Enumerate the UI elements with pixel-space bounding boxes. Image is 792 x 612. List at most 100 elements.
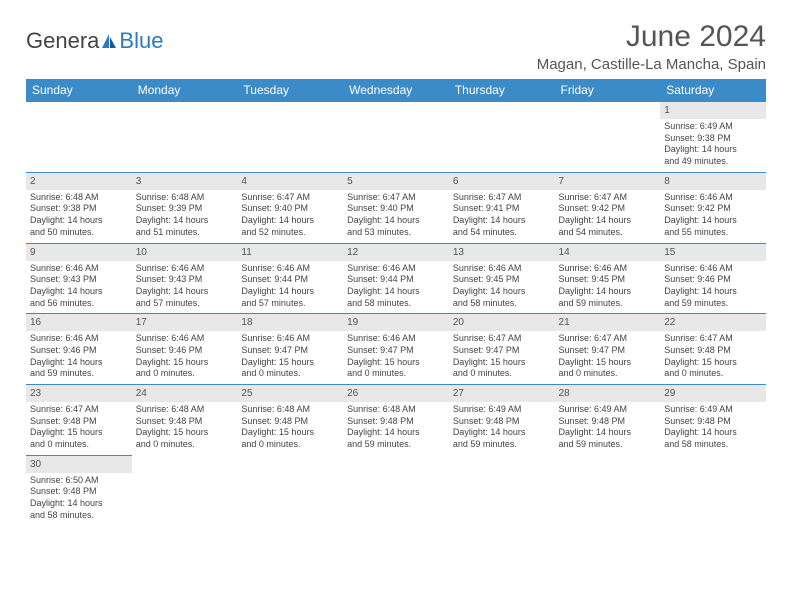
weekday-tue: Tuesday [237,79,343,102]
day-number: 14 [555,244,661,261]
day-daylight2: and 0 minutes. [347,368,445,380]
month-title: June 2024 [537,20,766,54]
day-sunset: Sunset: 9:43 PM [136,274,234,286]
day-number: 17 [132,314,238,331]
day-cell [449,455,555,525]
week-row: 1Sunrise: 6:49 AMSunset: 9:38 PMDaylight… [26,102,766,173]
day-number: 4 [237,173,343,190]
day-number: 10 [132,244,238,261]
day-sunset: Sunset: 9:48 PM [664,416,762,428]
day-daylight2: and 0 minutes. [136,439,234,451]
day-sunrise: Sunrise: 6:46 AM [453,263,551,275]
day-sunset: Sunset: 9:40 PM [241,203,339,215]
day-cell: 8Sunrise: 6:46 AMSunset: 9:42 PMDaylight… [660,172,766,243]
day-cell: 14Sunrise: 6:46 AMSunset: 9:45 PMDayligh… [555,243,661,314]
day-sunset: Sunset: 9:48 PM [241,416,339,428]
day-sunset: Sunset: 9:47 PM [241,345,339,357]
day-daylight2: and 59 minutes. [347,439,445,451]
day-daylight2: and 58 minutes. [664,439,762,451]
day-daylight1: Daylight: 14 hours [30,498,128,510]
day-sunset: Sunset: 9:42 PM [559,203,657,215]
day-number: 26 [343,385,449,402]
day-daylight1: Daylight: 15 hours [241,357,339,369]
day-sunset: Sunset: 9:45 PM [453,274,551,286]
day-sunrise: Sunrise: 6:48 AM [30,192,128,204]
calendar-body: 1 Sunrise: 6:49 AM Sunset: 9:38 PM Daylight… [26,102,766,526]
day-sunrise: Sunrise: 6:47 AM [347,192,445,204]
day-cell: 12Sunrise: 6:46 AMSunset: 9:44 PMDayligh… [343,243,449,314]
day-sunrise: Sunrise: 6:49 AM [664,121,762,133]
day-cell: 1Sunrise: 6:49 AMSunset: 9:38 PMDaylight… [660,102,766,173]
day-sunrise: Sunrise: 6:49 AM [664,404,762,416]
day-cell: 28Sunrise: 6:49 AMSunset: 9:48 PMDayligh… [555,385,661,456]
day-daylight1: Daylight: 14 hours [30,286,128,298]
day-daylight1: Daylight: 14 hours [136,286,234,298]
day-cell: 17Sunrise: 6:46 AMSunset: 9:46 PMDayligh… [132,314,238,385]
day-daylight1: Daylight: 14 hours [30,357,128,369]
day-number: 12 [343,244,449,261]
day-sunset: Sunset: 9:43 PM [30,274,128,286]
day-sunset: Sunset: 9:40 PM [347,203,445,215]
day-daylight1: Daylight: 15 hours [136,427,234,439]
day-daylight1: Daylight: 14 hours [664,286,762,298]
day-cell: 21Sunrise: 6:47 AMSunset: 9:47 PMDayligh… [555,314,661,385]
day-cell [449,102,555,173]
day-cell: 9Sunrise: 6:46 AMSunset: 9:43 PMDaylight… [26,243,132,314]
day-cell [132,455,238,525]
day-sunrise: Sunrise: 6:46 AM [347,333,445,345]
day-number: 1 [660,102,766,119]
weekday-sun: Sunday [26,79,132,102]
day-daylight1: Daylight: 14 hours [453,215,551,227]
day-cell: 27Sunrise: 6:49 AMSunset: 9:48 PMDayligh… [449,385,555,456]
weekday-mon: Monday [132,79,238,102]
day-number: 5 [343,173,449,190]
weekday-thu: Thursday [449,79,555,102]
day-sunset: Sunset: 9:47 PM [559,345,657,357]
day-number: 25 [237,385,343,402]
day-number: 24 [132,385,238,402]
day-daylight1: Daylight: 14 hours [136,215,234,227]
day-sunset: Sunset: 9:38 PM [30,203,128,215]
day-daylight1: Daylight: 15 hours [241,427,339,439]
day-cell [237,455,343,525]
day-cell [26,102,132,173]
day-sunset: Sunset: 9:48 PM [30,486,128,498]
day-cell: 30Sunrise: 6:50 AMSunset: 9:48 PMDayligh… [26,455,132,525]
day-daylight2: and 58 minutes. [30,510,128,522]
day-daylight2: and 59 minutes. [559,298,657,310]
day-cell: 16Sunrise: 6:46 AMSunset: 9:46 PMDayligh… [26,314,132,385]
day-sunset: Sunset: 9:48 PM [30,416,128,428]
day-cell [132,102,238,173]
day-cell: 13Sunrise: 6:46 AMSunset: 9:45 PMDayligh… [449,243,555,314]
day-daylight2: and 52 minutes. [241,227,339,239]
day-daylight2: and 0 minutes. [241,439,339,451]
day-sunrise: Sunrise: 6:47 AM [559,192,657,204]
day-daylight2: and 50 minutes. [30,227,128,239]
day-daylight2: and 54 minutes. [559,227,657,239]
day-sunrise: Sunrise: 6:46 AM [136,333,234,345]
day-daylight1: Daylight: 14 hours [347,286,445,298]
day-sunrise: Sunrise: 6:47 AM [664,333,762,345]
day-daylight1: Daylight: 15 hours [347,357,445,369]
day-number: 28 [555,385,661,402]
day-daylight2: and 57 minutes. [241,298,339,310]
day-daylight2: and 53 minutes. [347,227,445,239]
day-cell: 22Sunrise: 6:47 AMSunset: 9:48 PMDayligh… [660,314,766,385]
location: Magan, Castille-La Mancha, Spain [537,56,766,73]
day-cell: 24Sunrise: 6:48 AMSunset: 9:48 PMDayligh… [132,385,238,456]
weekday-header-row: Sunday Monday Tuesday Wednesday Thursday… [26,79,766,102]
day-daylight1: Daylight: 14 hours [664,144,762,156]
week-row: 2Sunrise: 6:48 AMSunset: 9:38 PMDaylight… [26,172,766,243]
day-sunrise: Sunrise: 6:46 AM [559,263,657,275]
day-sunrise: Sunrise: 6:46 AM [347,263,445,275]
logo-text-2: Blue [119,28,163,54]
day-cell [343,102,449,173]
day-number: 3 [132,173,238,190]
day-sunrise: Sunrise: 6:46 AM [241,333,339,345]
day-daylight2: and 59 minutes. [664,298,762,310]
day-cell: 29Sunrise: 6:49 AMSunset: 9:48 PMDayligh… [660,385,766,456]
day-number: 13 [449,244,555,261]
day-sunrise: Sunrise: 6:47 AM [453,333,551,345]
day-daylight2: and 49 minutes. [664,156,762,168]
day-daylight2: and 0 minutes. [241,368,339,380]
